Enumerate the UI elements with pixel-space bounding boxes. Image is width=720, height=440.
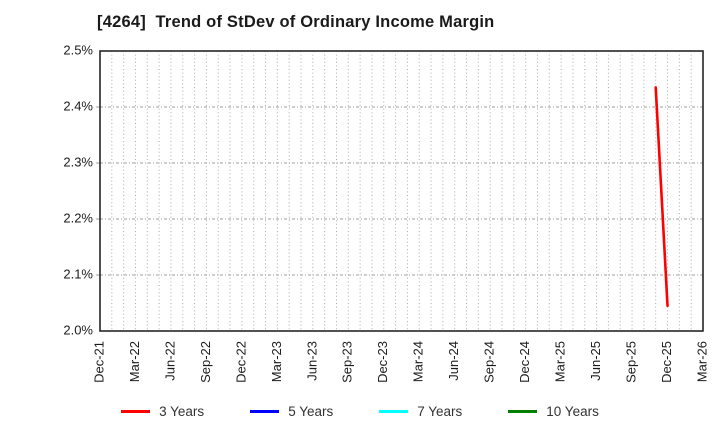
- y-tick-label: 2.4%: [63, 98, 93, 113]
- x-tick-label: Sep-22: [198, 341, 213, 383]
- x-tick-label: Dec-24: [517, 341, 532, 383]
- x-tick-label: Jun-25: [588, 341, 603, 381]
- legend: 3 Years 5 Years 7 Years 10 Years: [0, 404, 720, 419]
- series-line-3-years: [654, 86, 669, 308]
- legend-item-5-years: 5 Years: [250, 404, 333, 419]
- x-tick-label: Dec-21: [91, 341, 106, 383]
- legend-line-swatch: [379, 410, 409, 413]
- legend-item-3-years: 3 Years: [121, 404, 204, 419]
- x-tick-label: Mar-26: [694, 341, 709, 382]
- x-tick-label: Dec-25: [659, 341, 674, 383]
- legend-line-swatch: [508, 410, 538, 413]
- y-tick-label: 2.3%: [63, 154, 93, 169]
- legend-label: 3 Years: [159, 404, 205, 419]
- legend-line-swatch: [121, 410, 151, 413]
- x-tick-label: Dec-22: [233, 341, 248, 383]
- y-tick-label: 2.1%: [63, 266, 93, 281]
- x-tick-label: Sep-25: [623, 341, 638, 383]
- x-tick-label: Mar-22: [127, 341, 142, 382]
- y-tick-label: 2.0%: [63, 322, 93, 337]
- x-tick-label: Sep-24: [482, 341, 497, 383]
- legend-label: 7 Years: [417, 404, 463, 419]
- x-tick-label: Jun-23: [304, 341, 319, 381]
- x-tick-label: Jun-22: [162, 341, 177, 381]
- plot-border: [99, 50, 704, 332]
- legend-item-7-years: 7 Years: [379, 404, 462, 419]
- legend-label: 5 Years: [288, 404, 334, 419]
- legend-line-swatch: [250, 410, 280, 413]
- x-tick-label: Jun-24: [446, 341, 461, 381]
- legend-item-10-years: 10 Years: [508, 404, 599, 419]
- legend-label: 10 Years: [546, 404, 599, 419]
- chart-title: [4264] Trend of StDev of Ordinary Income…: [97, 13, 495, 31]
- x-tick-label: Mar-24: [411, 341, 426, 382]
- x-tick-label: Mar-25: [553, 341, 568, 382]
- y-tick-label: 2.2%: [63, 210, 93, 225]
- x-tick-label: Sep-23: [340, 341, 355, 383]
- x-tick-label: Dec-23: [375, 341, 390, 383]
- x-tick-label: Mar-23: [269, 341, 284, 382]
- y-tick-label: 2.5%: [63, 42, 93, 57]
